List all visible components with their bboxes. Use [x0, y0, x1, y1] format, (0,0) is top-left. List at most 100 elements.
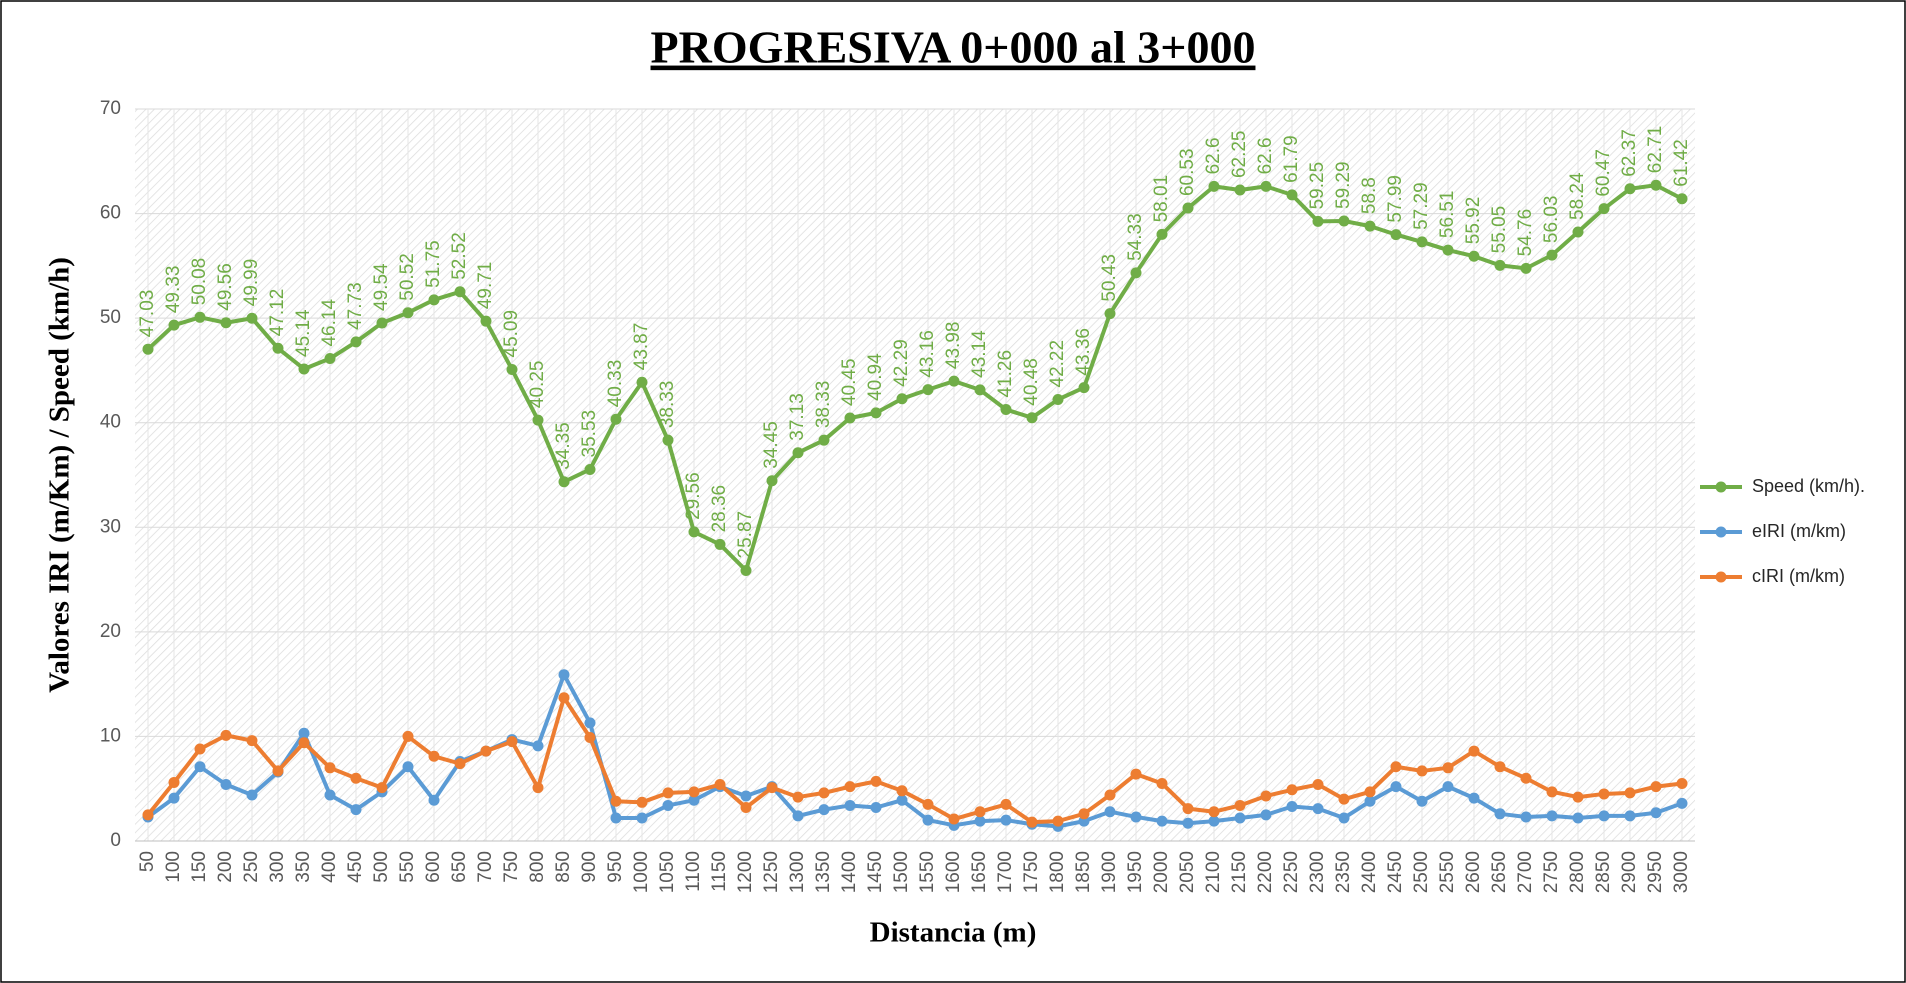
- data-point: [1416, 765, 1428, 777]
- data-point: [974, 815, 986, 827]
- chart-title: PROGRESIVA 0+000 al 3+000: [651, 22, 1256, 73]
- x-tick-label: 50: [137, 851, 158, 872]
- x-tick-label: 2850: [1593, 851, 1614, 893]
- data-label: 50.43: [1099, 254, 1120, 302]
- data-point: [220, 729, 232, 741]
- data-label: 62.6: [1203, 137, 1224, 174]
- data-point: [1364, 786, 1376, 798]
- data-point: [974, 806, 986, 818]
- x-tick-label: 2100: [1203, 851, 1224, 893]
- data-point: [506, 736, 518, 748]
- data-label: 37.13: [787, 393, 808, 441]
- data-point: [662, 787, 674, 799]
- x-tick-label: 950: [605, 851, 626, 883]
- data-point: [1624, 183, 1636, 195]
- data-point: [1520, 772, 1532, 784]
- x-tick-label: 450: [345, 851, 366, 883]
- y-tick-label: 10: [100, 725, 121, 746]
- data-point: [1208, 180, 1220, 192]
- data-label: 43.98: [943, 322, 964, 370]
- x-tick-label: 1150: [709, 851, 730, 892]
- data-point: [844, 799, 856, 811]
- data-point: [1000, 404, 1012, 416]
- data-point: [1130, 768, 1142, 780]
- data-point: [844, 781, 856, 793]
- x-tick-label: 600: [423, 851, 444, 883]
- data-point: [584, 717, 596, 729]
- data-point: [480, 745, 492, 757]
- data-point: [870, 407, 882, 419]
- data-point: [1390, 781, 1402, 793]
- data-label: 40.33: [605, 360, 626, 408]
- data-point: [376, 317, 388, 329]
- x-tick-label: 550: [397, 851, 418, 883]
- data-point: [246, 735, 258, 747]
- data-point: [792, 810, 804, 822]
- data-label: 55.05: [1489, 206, 1510, 254]
- data-point: [766, 475, 778, 487]
- x-tick-label: 1300: [787, 851, 808, 893]
- data-label: 29.56: [683, 472, 704, 520]
- x-tick-label: 2350: [1333, 851, 1354, 893]
- data-point: [1026, 816, 1038, 828]
- data-point: [766, 782, 778, 794]
- data-label: 57.99: [1385, 175, 1406, 223]
- y-tick-label: 50: [100, 307, 121, 328]
- data-point: [1572, 226, 1584, 238]
- data-label: 58.01: [1151, 175, 1172, 223]
- x-tick-label: 250: [241, 851, 262, 883]
- x-tick-label: 2750: [1541, 851, 1562, 893]
- data-label: 38.33: [657, 381, 678, 429]
- data-point: [1286, 800, 1298, 812]
- data-point: [662, 434, 674, 446]
- data-label: 43.87: [631, 323, 652, 371]
- x-tick-label: 3000: [1671, 851, 1692, 893]
- data-label: 49.33: [163, 266, 184, 314]
- data-point: [1650, 807, 1662, 819]
- data-point: [350, 772, 362, 784]
- data-point: [636, 796, 648, 808]
- x-tick-label: 2250: [1281, 851, 1302, 893]
- data-point: [168, 319, 180, 331]
- data-label: 54.33: [1125, 213, 1146, 261]
- data-point: [584, 731, 596, 743]
- data-label: 47.73: [345, 282, 366, 330]
- data-point: [1442, 781, 1454, 793]
- data-point: [1390, 761, 1402, 773]
- data-point: [1442, 762, 1454, 774]
- data-point: [1468, 250, 1480, 262]
- x-tick-label: 2150: [1229, 851, 1250, 893]
- legend-label: eIRI (m/km): [1752, 521, 1846, 541]
- data-point: [1572, 791, 1584, 803]
- data-point: [1052, 393, 1064, 405]
- x-tick-label: 1200: [735, 851, 756, 893]
- x-tick-label: 1000: [631, 851, 652, 893]
- data-point: [1338, 215, 1350, 227]
- data-point: [636, 812, 648, 824]
- data-point: [1104, 789, 1116, 801]
- x-axis-title: Distancia (m): [870, 917, 1037, 949]
- data-point: [220, 779, 232, 791]
- data-label: 49.71: [475, 262, 496, 310]
- data-point: [1364, 795, 1376, 807]
- data-point: [1312, 215, 1324, 227]
- data-point: [532, 414, 544, 426]
- data-point: [792, 791, 804, 803]
- data-point: [350, 336, 362, 348]
- data-point: [1546, 249, 1558, 261]
- data-label: 49.56: [215, 263, 236, 311]
- data-point: [662, 799, 674, 811]
- x-tick-label: 2700: [1515, 851, 1536, 893]
- data-point: [324, 353, 336, 365]
- data-point: [1182, 817, 1194, 829]
- data-label: 38.33: [813, 381, 834, 429]
- x-tick-label: 1600: [943, 851, 964, 893]
- x-tick-label: 2950: [1645, 851, 1666, 893]
- data-point: [194, 743, 206, 755]
- data-label: 52.52: [449, 232, 470, 280]
- data-label: 55.92: [1463, 197, 1484, 245]
- legend-marker: [1715, 526, 1727, 538]
- y-axis-title: Valores IRI (m/Km) / Speed (km/h): [44, 257, 76, 693]
- data-label: 47.12: [267, 289, 288, 337]
- data-point: [740, 790, 752, 802]
